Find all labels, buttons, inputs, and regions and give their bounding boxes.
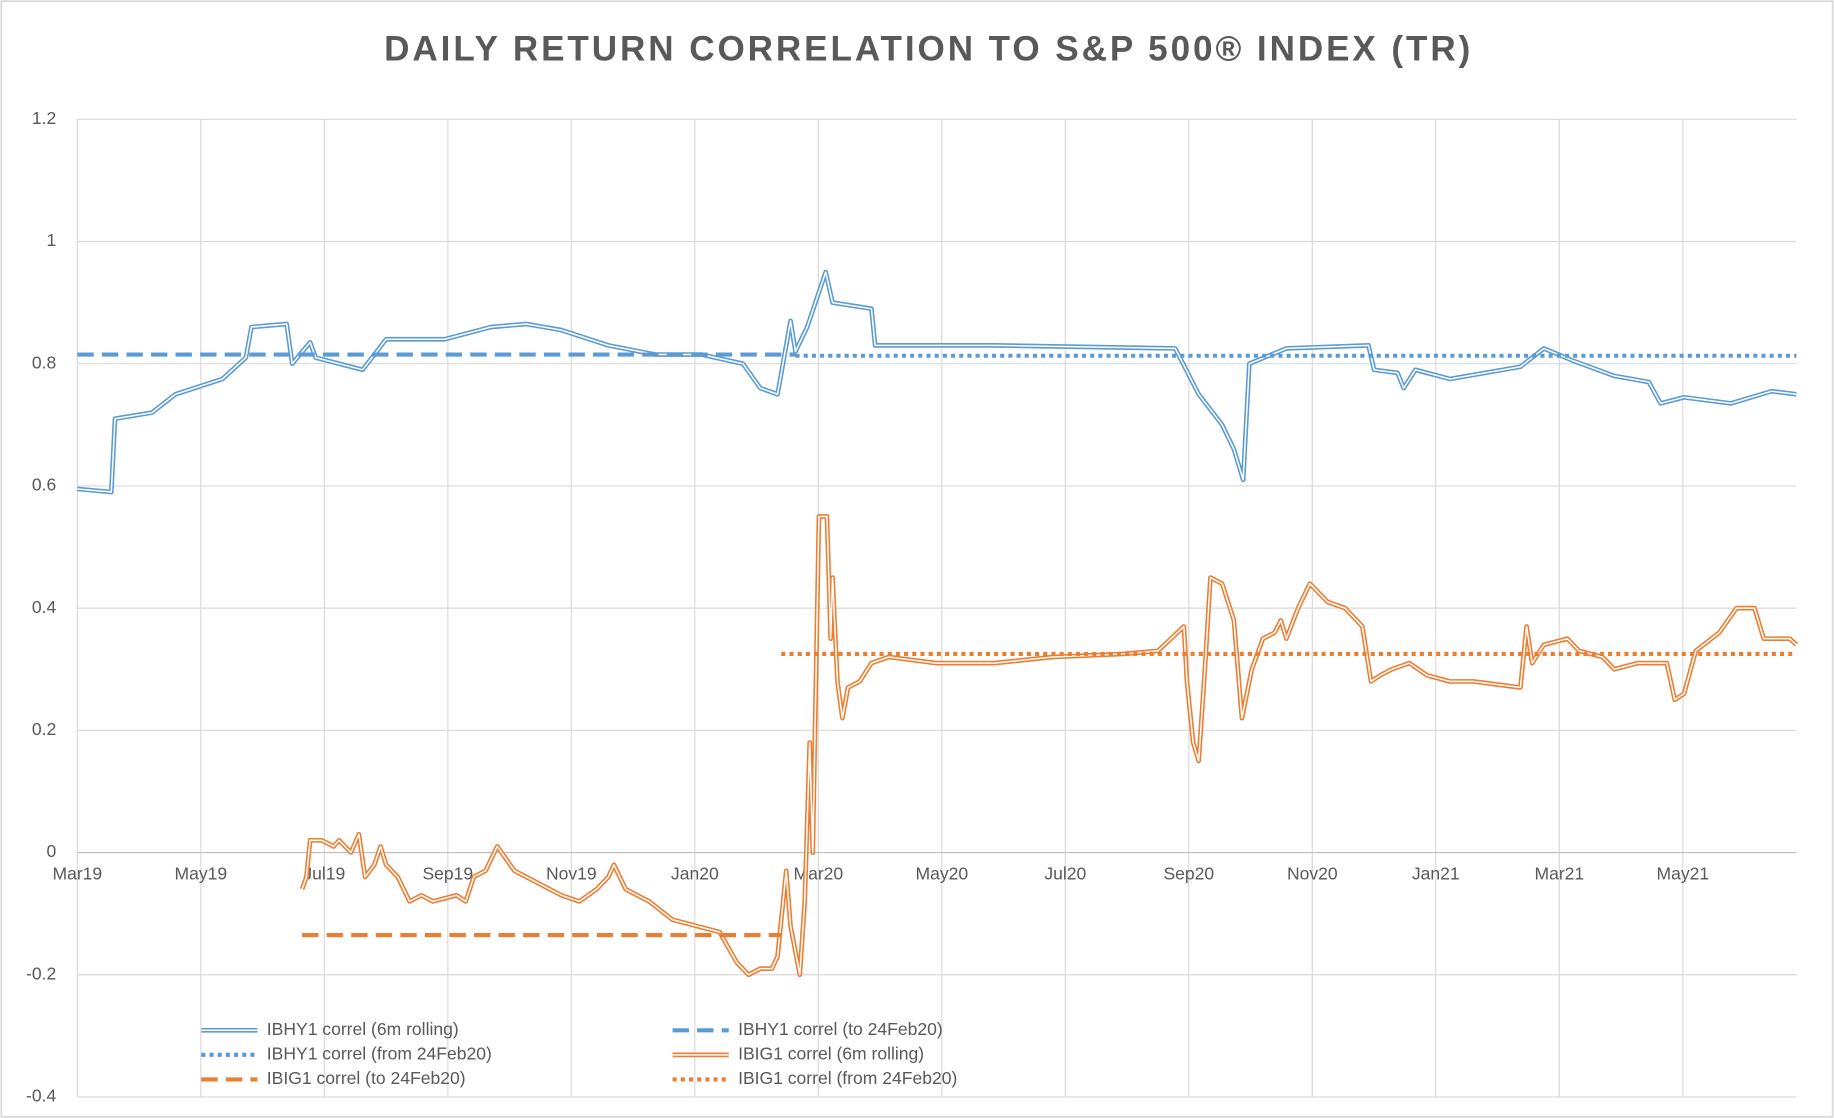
y-tick-label: 0.4 [32, 597, 57, 617]
y-tick-label: 0.6 [32, 475, 56, 495]
y-tick-label: 0.2 [32, 719, 56, 739]
plot-area [77, 269, 1798, 978]
x-tick-label: Nov19 [546, 863, 597, 883]
x-tick-label: Mar19 [52, 863, 102, 883]
legend-label: IBIG1 correl (6m rolling) [738, 1043, 924, 1063]
x-tick-label: Jul20 [1044, 863, 1086, 883]
x-tick-label: Mar20 [793, 863, 843, 883]
x-tick-label: Sep19 [422, 863, 473, 883]
x-tick-label: May19 [175, 863, 228, 883]
y-tick-label: 1 [47, 230, 57, 250]
x-tick-label: Nov20 [1287, 863, 1338, 883]
x-tick-label: Jul19 [303, 863, 345, 883]
x-tick-label: May20 [916, 863, 969, 883]
y-tick-label: 0 [47, 841, 57, 861]
y-tick-label: 0.8 [32, 352, 56, 372]
x-tick-label: Jan20 [671, 863, 719, 883]
x-tick-label: Jan21 [1412, 863, 1460, 883]
x-tick-label: May21 [1656, 863, 1709, 883]
legend-label: IBIG1 correl (from 24Feb20) [738, 1068, 957, 1088]
legend: IBHY1 correl (6m rolling) IBHY1 correl (t… [201, 1019, 957, 1088]
series-line-inner [301, 515, 1797, 976]
legend-label: IBHY1 correl (to 24Feb20) [738, 1019, 943, 1039]
x-tick-label: Mar21 [1534, 863, 1584, 883]
legend-label: IBHY1 correl (from 24Feb20) [267, 1043, 492, 1063]
chart-title: DAILY RETURN CORRELATION TO S&P 500® IND… [384, 30, 1473, 69]
y-tick-label: -0.4 [26, 1086, 56, 1106]
legend-label: IBHY1 correl (6m rolling) [267, 1019, 459, 1039]
y-tick-label: 1.2 [32, 108, 56, 128]
series-line-inner [77, 271, 1797, 493]
legend-label: IBIG1 correl (to 24Feb20) [267, 1068, 466, 1088]
x-tick-label: Sep20 [1163, 863, 1214, 883]
y-tick-label: -0.2 [26, 963, 56, 983]
